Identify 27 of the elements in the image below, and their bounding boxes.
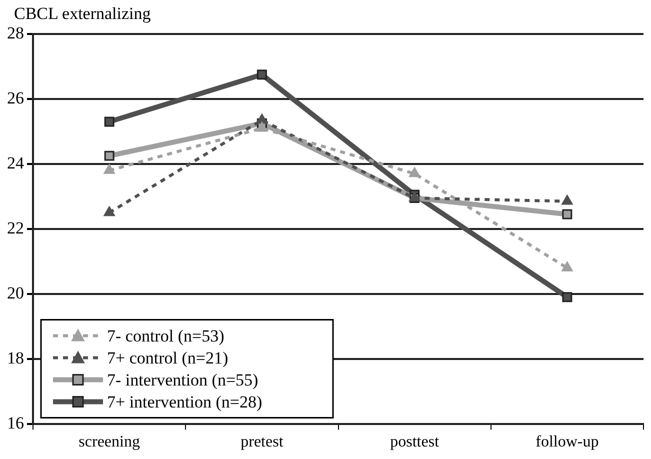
y-tick-label: 28: [7, 23, 24, 42]
point: [256, 122, 268, 132]
y-tick-label: 26: [7, 88, 24, 108]
y-tick-label: 18: [7, 348, 24, 368]
point: [104, 150, 114, 161]
point: [256, 70, 267, 80]
legend-label: 7+ control (n=21): [107, 348, 228, 368]
point: [561, 261, 573, 272]
x-tick-label: posttest: [390, 434, 440, 451]
x-tick-label: screening: [78, 434, 140, 451]
y-tick-label: 20: [7, 283, 24, 302]
legend-label: 7- intervention (n=55): [107, 370, 258, 390]
y-axis-title: CBCL externalizing: [14, 4, 151, 24]
point: [104, 116, 114, 127]
x-tick-label: follow-up: [536, 434, 599, 451]
legend-label: 7+ intervention (n=28): [107, 392, 262, 412]
point: [561, 194, 573, 205]
point: [104, 206, 116, 216]
legend-label: 7- control (n=53): [107, 326, 224, 346]
point: [408, 167, 420, 178]
y-tick-label: 24: [7, 153, 24, 172]
y-tick-label: 22: [7, 218, 24, 238]
y-tick-label: 16: [7, 413, 24, 432]
point: [256, 114, 268, 124]
x-tick-label: pretest: [240, 434, 284, 451]
point: [104, 164, 116, 174]
point: [562, 209, 572, 220]
